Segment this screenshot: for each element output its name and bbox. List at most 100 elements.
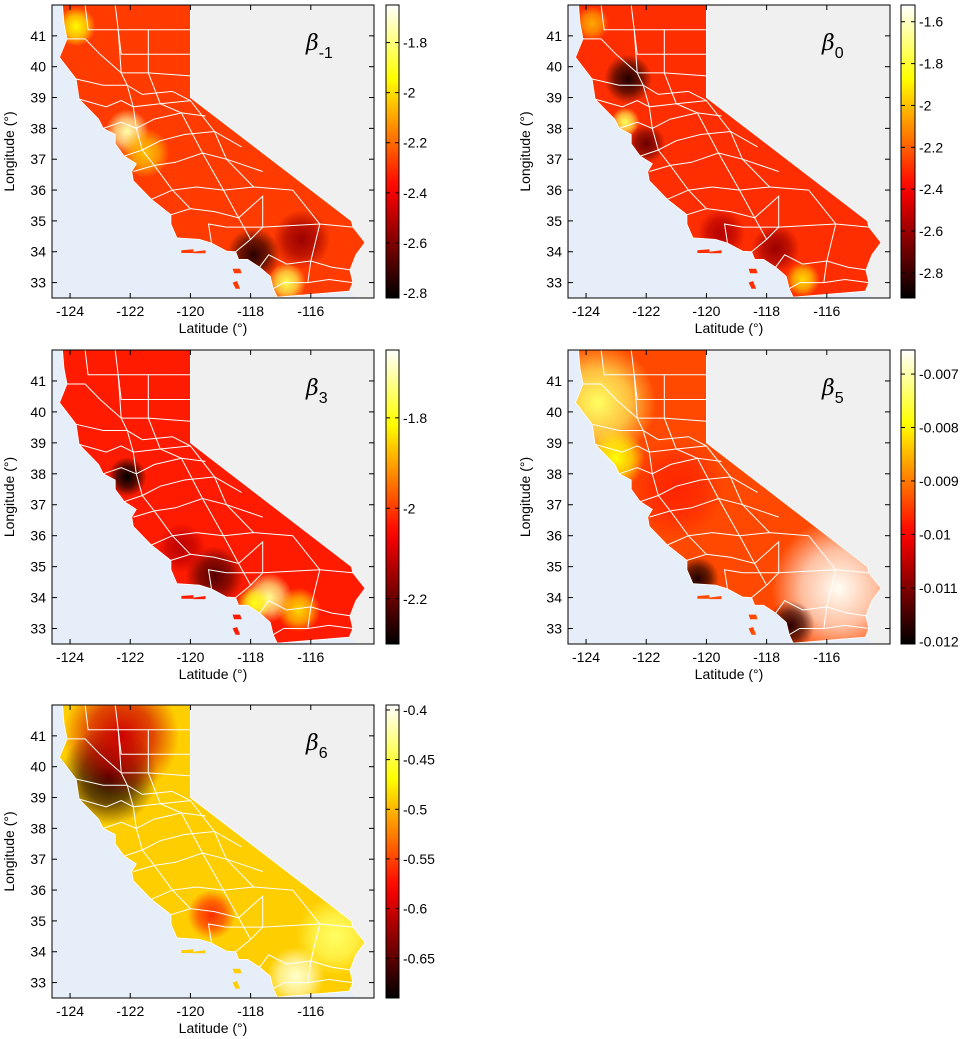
colorbar-tick-label: -0.4 [403,702,427,718]
county-boundary [78,98,191,108]
island [697,249,710,253]
county-boundary [103,457,206,475]
y-tick-label: 40 [546,59,562,75]
county-boundary [259,254,353,271]
colorbar-tick-label: -0.5 [403,801,427,817]
x-axis-label: Latitude (°) [179,666,248,682]
county-boundary [103,812,206,829]
county-boundary [114,705,191,755]
county-boundary [67,383,191,422]
panel-title: β0 [821,31,844,62]
county-boundary [633,374,707,555]
county-boundary [84,705,191,731]
county-boundary [238,217,252,240]
county-boundary [238,563,252,586]
y-tick-label: 35 [546,559,562,575]
county-boundary [754,563,768,586]
colorbar-tick-label: -2 [403,85,416,101]
county-boundary [754,217,768,240]
x-tick-label: -120 [176,1003,204,1019]
neighbor-state-region [706,350,890,644]
county-boundary [67,738,191,777]
county-boundary [600,5,707,31]
colorbar-tick-label: -1.8 [403,410,427,426]
y-tick-label: 37 [546,151,562,167]
y-tick-label: 37 [30,497,46,513]
colorbar-tick-label: -2.4 [403,185,427,201]
county-boundary [688,436,770,533]
y-tick-label: 35 [30,213,46,229]
county-boundary [619,457,722,475]
x-axis-label: Latitude (°) [179,1020,248,1036]
island [232,981,241,989]
neighbor-state-region [190,705,374,998]
county-lines [67,5,353,290]
panel-beta-0: -124 -122 -120 -118 -116 41 40 39 38 37 36 35 34 33 La… [517,4,943,336]
y-tick-label: 36 [30,528,46,544]
x-tick-label: -124 [56,303,84,319]
panel-beta-6: -124 -122 -120 -118 -116 41 40 39 38 37 36 35 34 33 La… [1,702,435,1036]
y-tick-label: 40 [30,759,46,775]
county-boundary [207,569,353,589]
county-boundary [147,374,240,564]
colorbar-tick-label: -0.6 [403,901,427,917]
y-tick-label: 38 [30,466,46,482]
axes-frame [567,349,891,645]
y-tick-label: 41 [30,373,46,389]
x-tick-label: -118 [237,649,264,665]
x-tick-label: -116 [297,303,324,319]
county-boundary [124,476,242,503]
x-tick-label: -124 [56,649,84,665]
county-boundary [292,535,321,629]
island [181,949,194,953]
county-lines [583,5,869,290]
county-boundary [133,152,263,172]
neighbor-state-region [706,5,890,298]
county-boundary [117,29,191,209]
county-boundary [667,186,809,200]
county-boundary [723,223,869,244]
panel-beta-3: -124 -122 -120 -118 -116 41 40 39 38 37 36 35 34 33 La… [1,349,427,682]
y-tick-label: 36 [546,528,562,544]
x-tick-label: -120 [176,303,204,319]
county-boundary [723,569,869,589]
county-boundary [84,5,191,31]
county-boundary [67,38,191,77]
county-boundary [133,497,263,518]
y-tick-label: 38 [546,120,562,136]
state-fill [59,350,365,644]
neighbor-state-region [190,5,374,298]
y-tick-label: 39 [30,90,46,106]
island [697,595,710,599]
colorbar-tick-label: -2.6 [403,235,427,251]
state-outline [575,4,882,298]
island [748,281,757,289]
island [709,250,722,254]
value-hotspot [107,457,147,497]
y-tick-label: 38 [30,120,46,136]
y-tick-label: 40 [30,59,46,75]
y-tick-label: 41 [546,373,562,389]
x-tick-label: -118 [753,649,780,665]
x-tick-label: -124 [572,649,600,665]
x-tick-label: -120 [692,649,720,665]
colorbar-tick-label: -2.4 [919,181,943,197]
y-tick-label: 39 [30,790,46,806]
colorbar: -0.007 -0.008 -0.009 -0.01 -0.011 -0.012 [900,349,959,649]
colorbar: -0.4 -0.45 -0.5 -0.55 -0.6 -0.65 [385,702,435,999]
x-tick-label: -116 [813,649,840,665]
state-outline [59,4,366,298]
county-boundary [147,729,240,919]
y-tick-label: 33 [30,975,46,991]
y-axis-label: Longitude (°) [1,811,17,891]
county-boundary [649,152,779,172]
county-boundary [630,350,707,400]
island [709,596,722,600]
value-hotspot [604,54,653,104]
county-boundary [594,98,707,108]
county-boundary [151,186,293,200]
x-tick-label: -122 [116,303,144,319]
colorbar-tick-label: -2 [403,500,416,516]
county-boundary [600,350,707,376]
county-boundary [259,600,353,617]
